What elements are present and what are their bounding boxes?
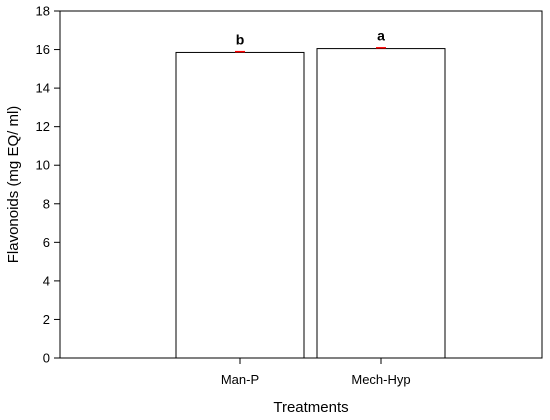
x-axis-ticks: Man-P Mech-Hyp	[221, 358, 411, 387]
y-axis-ticks: 0 2 4 6 8 10 12 14 16 18	[36, 4, 60, 366]
y-tick-label: 10	[36, 158, 50, 173]
y-tick-label: 16	[36, 42, 50, 57]
y-tick-label: 14	[36, 81, 50, 96]
y-tick-label: 4	[43, 273, 50, 288]
bar-mech-hyp	[316, 48, 446, 359]
y-tick-label: 0	[43, 351, 50, 366]
y-tick-label: 12	[36, 119, 50, 134]
significance-letter: b	[236, 31, 245, 47]
y-axis-title: Flavonoids (mg EQ/ ml)	[5, 106, 22, 264]
x-tick-label: Man-P	[221, 372, 259, 387]
y-tick-label: 6	[43, 235, 50, 250]
y-tick-label: 18	[36, 4, 50, 19]
x-tick-label: Mech-Hyp	[351, 372, 410, 387]
x-axis-title: Treatments	[273, 399, 348, 416]
bar-man-p	[175, 51, 305, 359]
significance-letter: a	[377, 28, 385, 44]
y-tick-label: 2	[43, 312, 50, 327]
y-tick-label: 8	[43, 196, 50, 211]
plot-frame	[59, 10, 543, 359]
